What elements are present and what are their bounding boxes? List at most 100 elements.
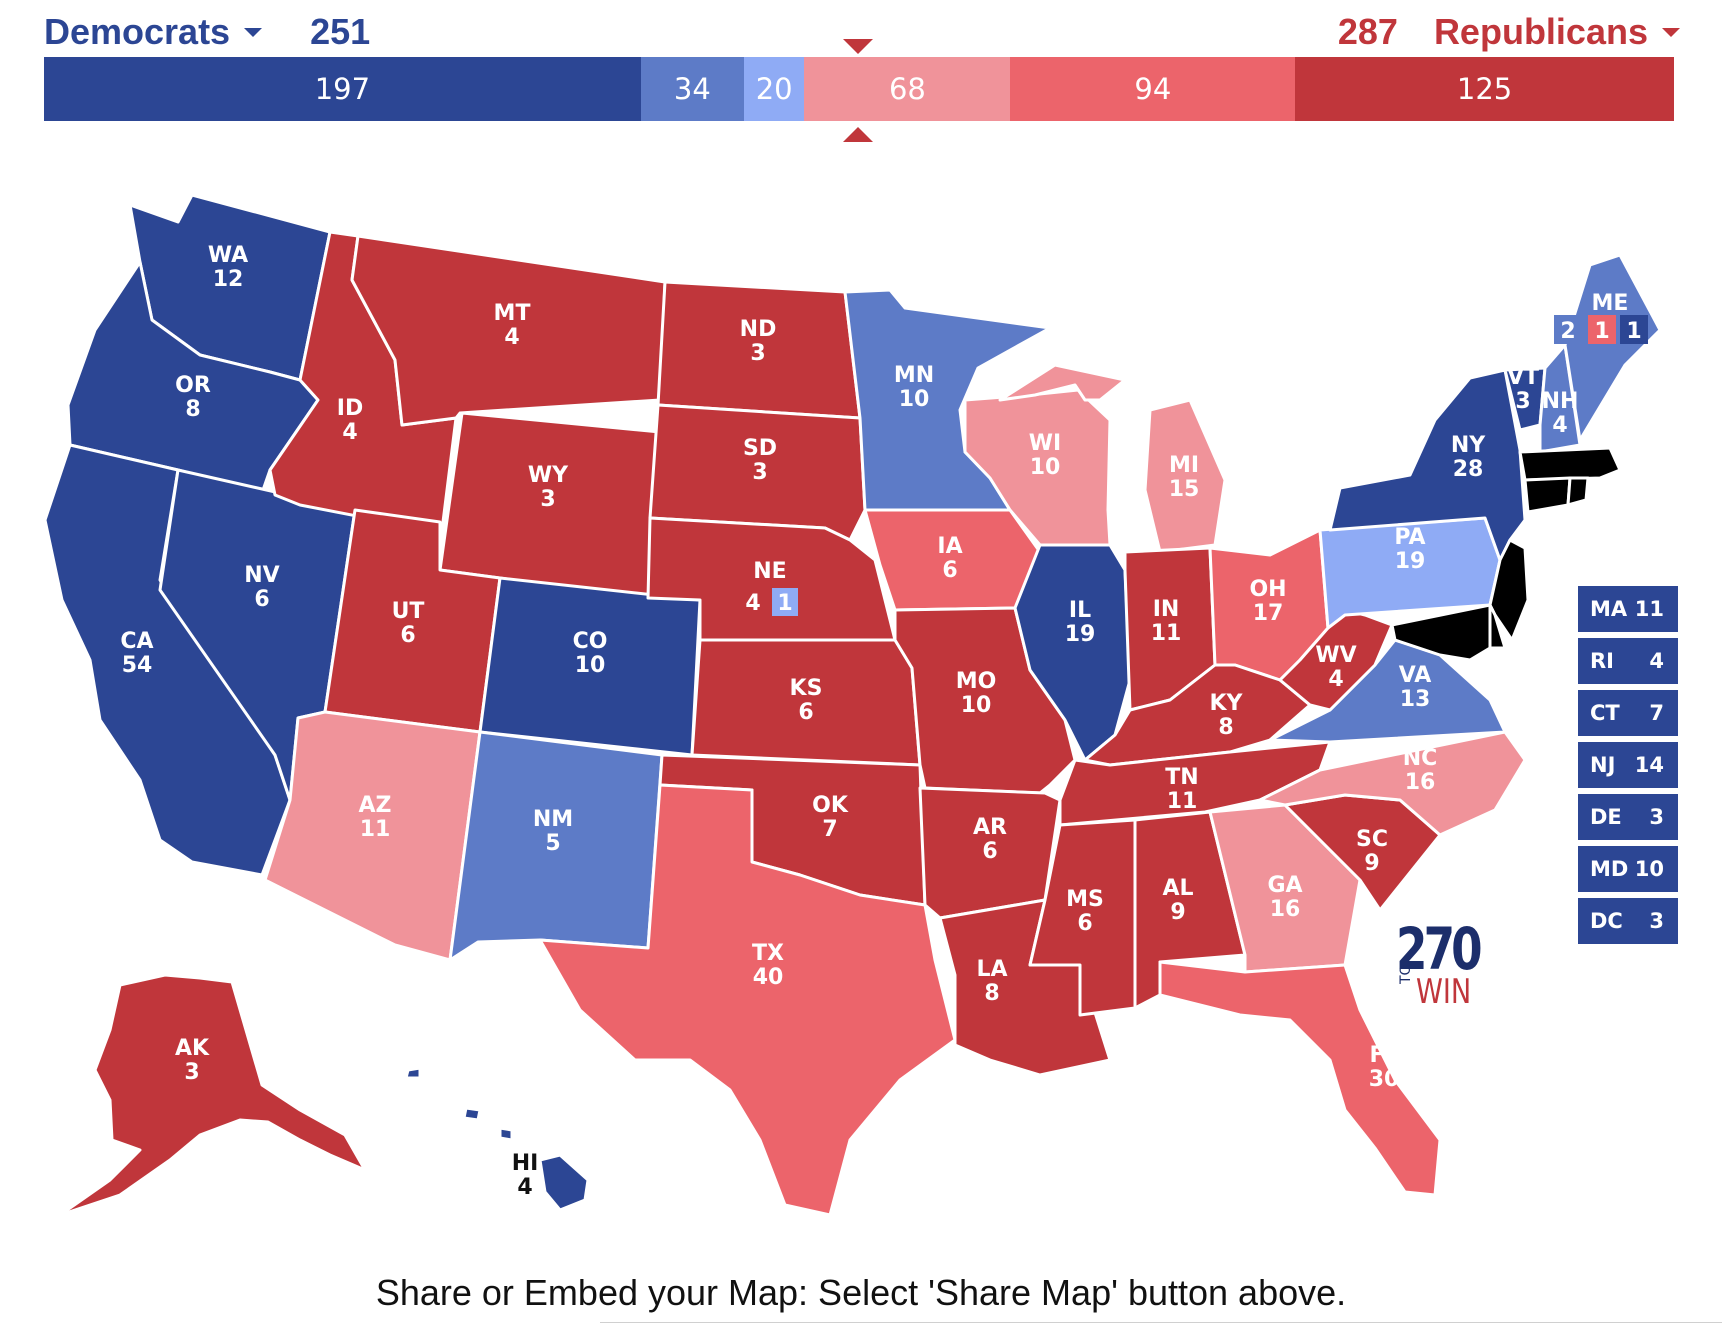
small-states-list: MA 11 RI 4 CT 7 NJ 14 DE 3 MD 10 DC 3 (1578, 586, 1678, 950)
state-votes-id: 4 (342, 420, 357, 445)
state-votes-tn: 11 (1167, 789, 1198, 814)
small-state-abbr: NJ (1590, 753, 1616, 777)
me-district2-votes: 1 (1626, 319, 1641, 344)
ne-district-box[interactable] (772, 588, 798, 616)
state-votes-pa: 19 (1395, 549, 1426, 574)
state-me[interactable] (1563, 253, 1662, 442)
republicans-dropdown[interactable]: Republicans (1433, 11, 1648, 52)
state-votes-wy: 3 (540, 487, 555, 512)
state-hi[interactable] (404, 1066, 590, 1212)
republicans-total: 287 (1337, 11, 1398, 52)
state-votes-ky: 8 (1218, 715, 1233, 740)
state-label-oh: OH (1249, 577, 1286, 602)
state-wv[interactable] (1278, 608, 1394, 712)
state-votes-mo: 10 (961, 693, 992, 718)
state-label-tn: TN (1165, 765, 1198, 790)
state-votes-in: 11 (1151, 621, 1182, 646)
state-votes-ok: 7 (822, 817, 837, 842)
state-votes-mt: 4 (504, 325, 519, 350)
state-votes-hi: 4 (517, 1175, 532, 1200)
state-mi[interactable] (998, 363, 1227, 554)
state-votes-az: 11 (360, 817, 391, 842)
electoral-vote-bar: 197 34 20 68 94 125 (44, 57, 1674, 121)
small-state-de[interactable]: DE 3 (1578, 794, 1678, 840)
state-votes-la: 8 (984, 981, 999, 1006)
state-votes-ar: 6 (982, 839, 997, 864)
republicans-header: 287 Republicans (1338, 10, 1680, 54)
state-votes-me: 2 (1560, 319, 1575, 344)
state-votes-fl: 30 (1369, 1067, 1400, 1092)
me-district2-box[interactable] (1620, 315, 1648, 344)
small-state-votes: 3 (1649, 909, 1664, 933)
small-state-votes: 14 (1634, 753, 1664, 777)
state-ak[interactable] (58, 973, 367, 1217)
state-label-ks: KS (790, 676, 823, 701)
state-nh[interactable] (1538, 343, 1582, 454)
state-label-in: IN (1153, 597, 1180, 622)
me-statewide-box[interactable] (1554, 315, 1582, 344)
chevron-down-icon[interactable] (244, 27, 263, 37)
state-label-wv: WV (1315, 643, 1356, 668)
state-md[interactable] (1390, 603, 1492, 662)
small-state-abbr: MA (1590, 597, 1628, 621)
small-state-ct[interactable]: CT 7 (1578, 690, 1678, 736)
logo-number: 270 (1396, 915, 1483, 983)
state-mn[interactable] (843, 288, 1052, 512)
state-label-tx: TX (752, 941, 784, 966)
state-votes-vt: 3 (1515, 389, 1530, 414)
small-state-dc[interactable]: DC 3 (1578, 898, 1678, 944)
state-label-wi: WI (1029, 431, 1061, 456)
state-votes-nc: 16 (1405, 770, 1436, 795)
me-district1-box[interactable] (1588, 315, 1616, 344)
bar-segment-likely_rep: 94 (1010, 57, 1296, 121)
small-state-md[interactable]: MD 10 (1578, 846, 1678, 892)
state-votes-or: 8 (185, 397, 200, 422)
state-label-hi: HI (512, 1151, 539, 1176)
state-ma[interactable] (1518, 446, 1622, 482)
me-district1-votes: 1 (1594, 319, 1609, 344)
state-label-mo: MO (956, 669, 997, 694)
state-fl[interactable] (1158, 960, 1442, 1197)
democrats-dropdown[interactable]: Democrats (44, 11, 231, 52)
small-state-ri[interactable]: RI 4 (1578, 638, 1678, 684)
state-ct[interactable] (1523, 476, 1572, 514)
state-tx[interactable] (538, 783, 957, 1217)
small-state-abbr: RI (1590, 649, 1614, 673)
state-votes-oh: 17 (1253, 601, 1284, 626)
state-label-ga: GA (1267, 873, 1302, 898)
share-caption: Share or Embed your Map: Select 'Share M… (375, 1272, 1347, 1313)
state-votes-ny: 28 (1453, 457, 1484, 482)
small-state-abbr: DE (1590, 805, 1622, 829)
state-label-al: AL (1162, 876, 1193, 901)
logo-win: WIN (1416, 972, 1472, 1012)
state-votes-ia: 6 (942, 558, 957, 583)
small-state-votes: 10 (1634, 857, 1664, 881)
state-votes-mn: 10 (899, 387, 930, 412)
state-ri[interactable] (1566, 476, 1590, 507)
270towin-logo: 270 TO WIN (1392, 918, 1504, 1018)
bar-segment-likely_dem: 34 (640, 57, 744, 121)
small-state-votes: 4 (1649, 649, 1664, 673)
state-nc[interactable] (1258, 730, 1527, 837)
state-label-sc: SC (1356, 827, 1388, 852)
small-state-votes: 7 (1649, 701, 1664, 725)
270-marker-top-icon (843, 39, 873, 54)
state-label-sd: SD (743, 436, 777, 461)
chevron-down-icon[interactable] (1662, 27, 1680, 37)
state-ny[interactable] (1328, 368, 1527, 562)
state-label-wy: WY (528, 463, 569, 488)
state-votes-ms: 6 (1077, 911, 1092, 936)
bar-segment-lean_rep: 68 (804, 57, 1011, 121)
state-label-ok: OK (812, 793, 849, 818)
270-marker-bottom-icon (843, 127, 873, 142)
state-label-ny: NY (1451, 433, 1486, 458)
bar-segment-safe_rep: 125 (1295, 57, 1674, 121)
small-state-nj[interactable]: NJ 14 (1578, 742, 1678, 788)
small-state-ma[interactable]: MA 11 (1578, 586, 1678, 632)
state-label-ar: AR (973, 815, 1007, 840)
state-label-ak: AK (175, 1036, 210, 1061)
state-votes-wi: 10 (1030, 455, 1061, 480)
state-label-nh: NH (1542, 389, 1579, 414)
state-votes-wa: 12 (213, 267, 244, 292)
